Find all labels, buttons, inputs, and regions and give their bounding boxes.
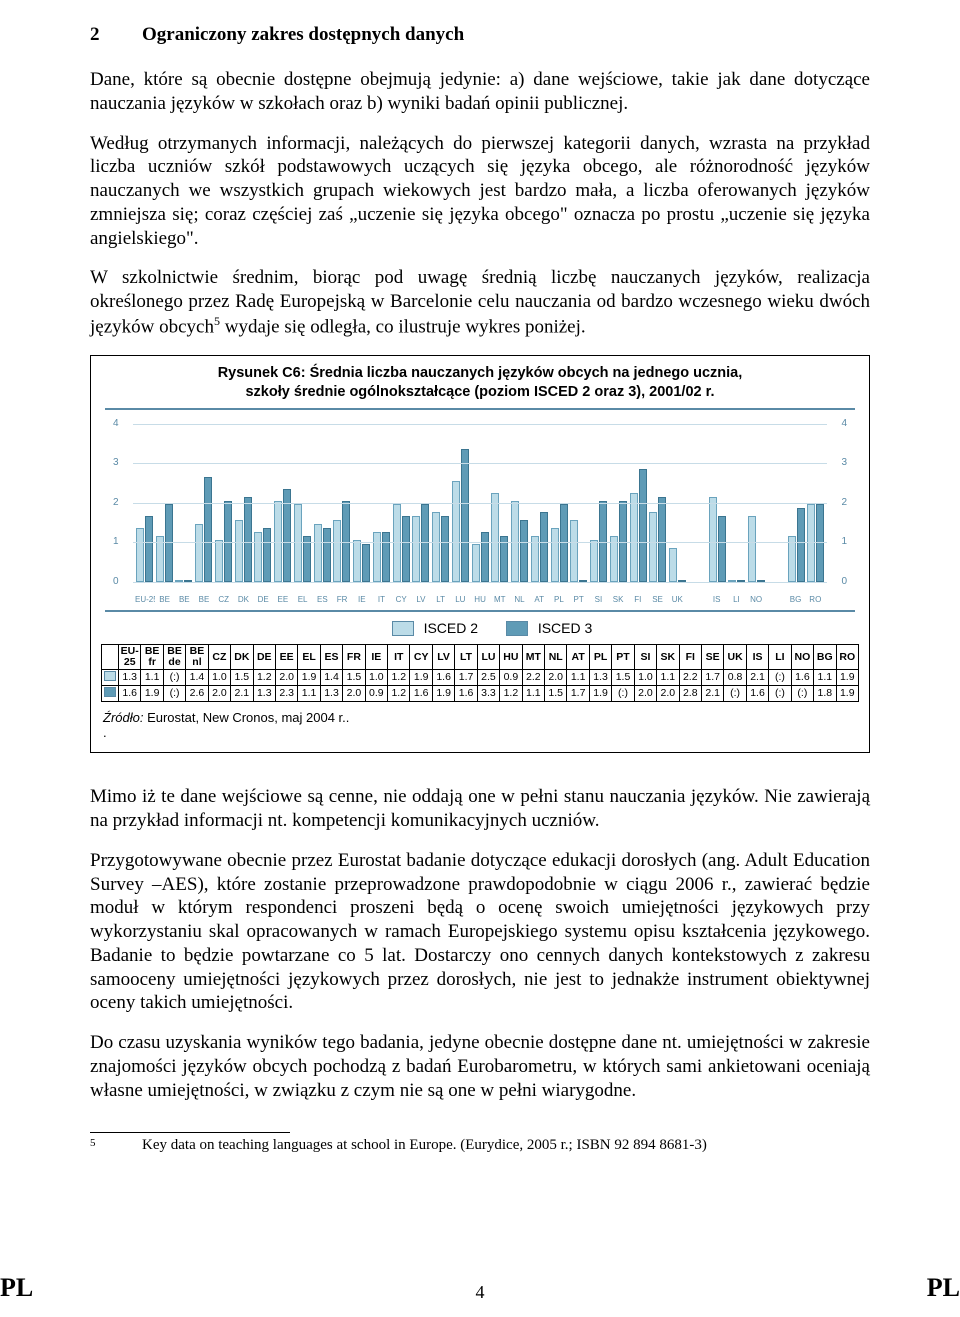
section-heading: 2Ograniczony zakres dostępnych danych xyxy=(90,24,870,46)
paragraph-2: Według otrzymanych informacji, należącyc… xyxy=(90,132,870,251)
footnote-separator xyxy=(90,1132,290,1133)
lang-code-right: PL xyxy=(927,1273,960,1303)
figure-source: Źródło: Eurostat, New Cronos, maj 2004 r… xyxy=(103,710,857,740)
figure-title: Rysunek C6: Średnia liczba nauczanych ję… xyxy=(101,364,859,402)
paragraph-5: Przygotowywane obecnie przez Eurostat ba… xyxy=(90,849,870,1015)
figure-c6: Rysunek C6: Średnia liczba nauczanych ję… xyxy=(90,355,870,754)
data-table: EU-25BEfrBEdeBEnlCZDKDEEEELESFRIEITCYLVL… xyxy=(101,644,859,702)
paragraph-6: Do czasu uzyskania wyników tego badania,… xyxy=(90,1031,870,1102)
paragraph-1: Dane, które są obecnie dostępne obejmują… xyxy=(90,68,870,116)
paragraph-4: Mimo iż te dane wejściowe są cenne, nie … xyxy=(90,785,870,833)
page-number: 4 xyxy=(476,1282,485,1303)
paragraph-3: W szkolnictwie średnim, biorąc pod uwagę… xyxy=(90,266,870,339)
section-number: 2 xyxy=(90,24,142,46)
legend-label-isced2: ISCED 2 xyxy=(424,620,478,636)
footnote-text: Key data on teaching languages at school… xyxy=(142,1137,707,1154)
legend-swatch-isced3 xyxy=(506,621,528,636)
chart-legend: ISCED 2 ISCED 3 xyxy=(101,620,859,637)
legend-swatch-isced2 xyxy=(392,621,414,636)
section-title: Ograniczony zakres dostępnych danych xyxy=(142,24,464,45)
lang-code-left: PL xyxy=(0,1273,33,1303)
bar-chart: EU-25BEBEBECZDKDEEEELESFRIEITCYLVLTLUHUM… xyxy=(105,408,855,612)
legend-label-isced3: ISCED 3 xyxy=(538,620,592,636)
footnote-5: 5 Key data on teaching languages at scho… xyxy=(90,1137,870,1154)
